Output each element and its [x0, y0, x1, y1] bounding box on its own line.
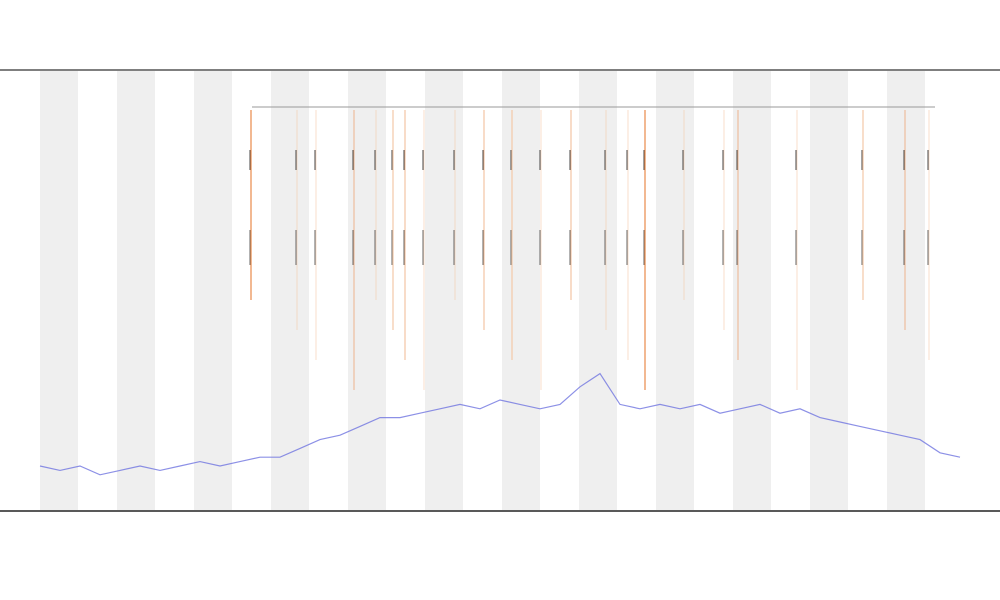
- band: [425, 71, 463, 510]
- background-bands: [40, 71, 925, 510]
- band: [887, 71, 925, 510]
- band: [656, 71, 694, 510]
- band: [40, 71, 78, 510]
- band: [348, 71, 386, 510]
- band: [579, 71, 617, 510]
- band: [271, 71, 309, 510]
- band: [502, 71, 540, 510]
- band: [117, 71, 155, 510]
- series-line: [39, 372, 961, 476]
- band: [194, 71, 232, 510]
- band: [733, 71, 771, 510]
- band: [810, 71, 848, 510]
- event-markers: [249, 110, 930, 390]
